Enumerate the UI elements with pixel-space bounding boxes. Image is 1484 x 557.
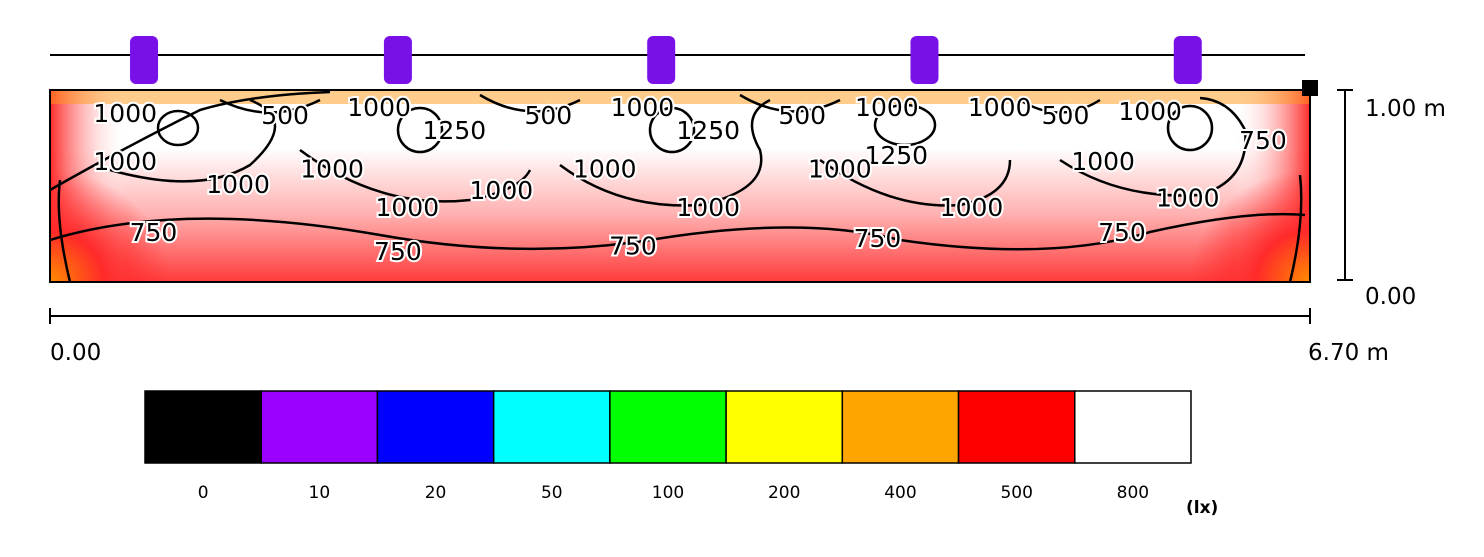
legend-label: 500 [1000,483,1032,503]
y-axis-top-label: 1.00 m [1365,96,1446,122]
contour-label: 1000 [1118,97,1182,126]
contour-label: 500 [261,101,309,130]
legend-swatch [376,390,495,464]
legend-label: 200 [768,483,800,503]
contour-label: 1000 [93,99,157,128]
contour-label: 500 [778,101,826,130]
contour-label: 500 [1042,101,1090,130]
contour-label: 750 [854,224,902,253]
contour-label: 1000 [1156,183,1220,212]
y-axis-bottom-label: 0.00 [1365,284,1416,310]
legend-label: 400 [884,483,916,503]
contour-label: 750 [130,218,178,247]
contour-label: 1000 [968,93,1032,122]
contour-label: 750 [1239,126,1287,155]
contour-label: 1000 [1071,147,1135,176]
luminaire [1173,36,1202,84]
contour-label: 1000 [93,147,157,176]
contour-label: 1000 [206,170,270,199]
legend-label: 20 [425,483,447,503]
contour-label: 500 [524,101,572,130]
contour-label: 1000 [376,193,440,222]
contour-label: 1000 [573,155,637,184]
legend-swatch [492,390,611,464]
legend-swatch [144,390,262,464]
x-axis-start-label: 0.00 [50,340,101,366]
contour-label: 1250 [423,116,487,145]
luminaire [383,36,412,84]
y-axis: 1.00 m 0.00 [1337,89,1446,310]
legend-swatch [725,390,844,464]
contour-label: 1000 [300,155,364,184]
legend-label: 0 [198,483,209,503]
x-axis-end-label: 6.70 m [1308,340,1389,366]
contour-label: 1000 [676,193,740,222]
legend-swatch [841,390,960,464]
legend-label: 50 [541,483,563,503]
luminaire [647,36,676,84]
contour-label: 750 [1098,218,1146,247]
luminaire [130,36,159,84]
legend-label: 800 [1117,483,1149,503]
contour-label: 1000 [347,93,411,122]
legend-swatch [957,390,1076,464]
contour-label: 1000 [940,193,1004,222]
contour-label: 1250 [864,141,928,170]
contour-label: 1000 [470,176,534,205]
luminaire [910,36,939,84]
contour-label: 1000 [855,93,919,122]
contour-label: 750 [609,231,657,260]
legend-label: 10 [309,483,331,503]
contour-label: 750 [374,237,422,266]
legend-unit-label: (lx) [1186,498,1218,518]
corner-marker [1302,80,1318,96]
contour-label: 1250 [676,116,740,145]
contour-label: 1000 [611,93,675,122]
legend-swatch [609,390,727,464]
legend-swatch [260,390,379,464]
x-axis: 0.00 6.70 m [49,308,1389,366]
contour-label: 1000 [808,155,872,184]
legend-swatch [1074,390,1192,464]
legend-label: 100 [652,483,684,503]
color-legend: 0 10 20 50 100 200 400 500 800 [144,390,1192,503]
